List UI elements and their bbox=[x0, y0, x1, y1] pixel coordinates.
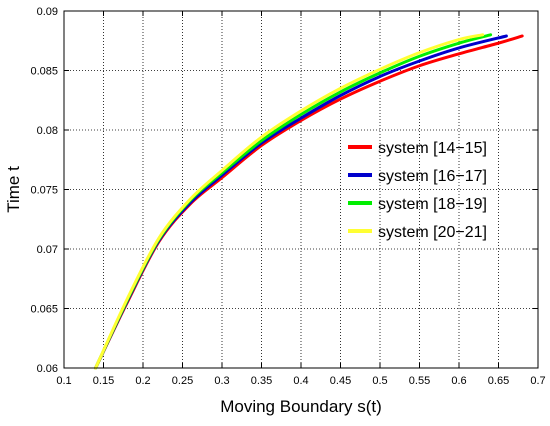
y-tick-label: 0.07 bbox=[37, 244, 58, 256]
y-tick-label: 0.06 bbox=[37, 363, 58, 375]
grid bbox=[64, 11, 538, 368]
series-lines bbox=[94, 33, 524, 370]
legend-label-1: system [14−15] bbox=[378, 140, 487, 157]
x-tick-label: 0.45 bbox=[330, 375, 351, 387]
x-tick-label: 0.5 bbox=[372, 375, 387, 387]
x-tick-label: 0.25 bbox=[172, 375, 193, 387]
y-tick-label: 0.08 bbox=[37, 125, 58, 137]
x-tick-label: 0.7 bbox=[530, 375, 545, 387]
x-tick-label: 0.35 bbox=[251, 375, 272, 387]
y-tick-label: 0.09 bbox=[37, 6, 58, 18]
x-axis-title: Moving Boundary s(t) bbox=[220, 397, 382, 416]
legend-label-2: system [16−17] bbox=[378, 168, 487, 185]
x-tick-label: 0.55 bbox=[409, 375, 430, 387]
x-tick-label: 0.65 bbox=[488, 375, 509, 387]
series-line-4 bbox=[94, 33, 485, 370]
axis-ticks: 0.1 0.15 0.2 0.25 0.3 0.35 0.4 0.45 0.5 0.55 0.6 0.… bbox=[30, 6, 545, 387]
y-tick-label: 0.075 bbox=[30, 185, 58, 197]
legend-label-4: system [20−21] bbox=[378, 224, 487, 241]
y-tick-label: 0.065 bbox=[30, 304, 58, 316]
x-tick-label: 0.1 bbox=[56, 375, 71, 387]
x-tick-label: 0.4 bbox=[293, 375, 308, 387]
x-tick-label: 0.6 bbox=[451, 375, 466, 387]
y-tick-label: 0.085 bbox=[30, 66, 58, 78]
legend: system [14−15] system [16−17] system [18−1… bbox=[348, 140, 487, 241]
x-tick-label: 0.15 bbox=[93, 375, 114, 387]
legend-label-3: system [18−19] bbox=[378, 196, 487, 213]
y-axis-title: Time t bbox=[4, 166, 23, 213]
x-tick-label: 0.3 bbox=[214, 375, 229, 387]
x-tick-label: 0.2 bbox=[135, 375, 150, 387]
